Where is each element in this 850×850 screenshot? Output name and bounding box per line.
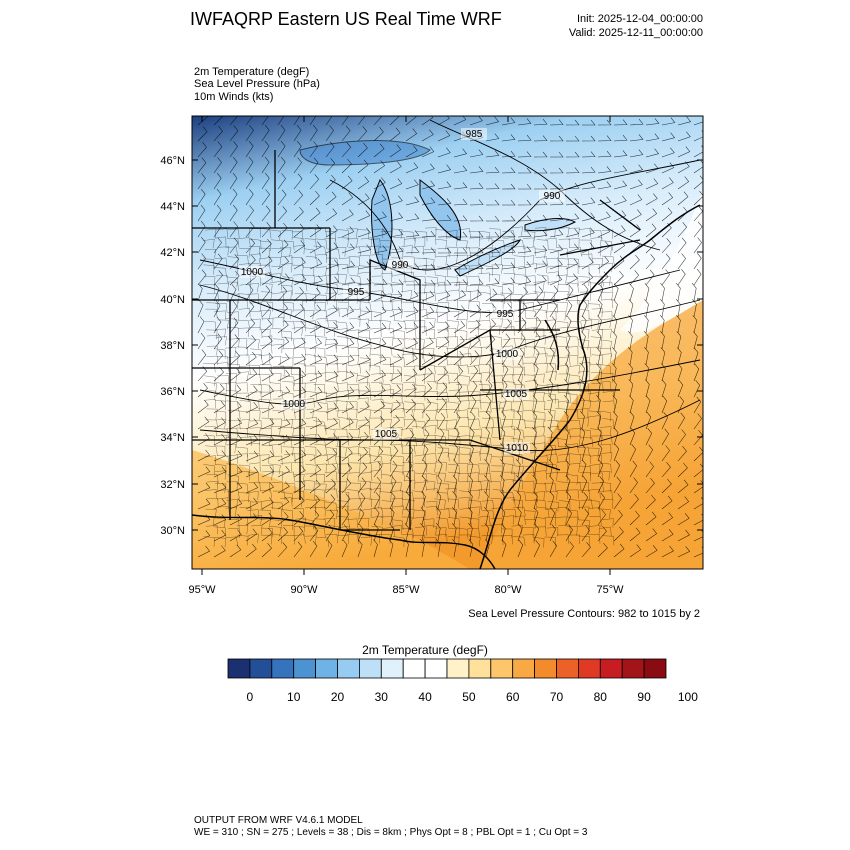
colorbar-swatch	[621, 658, 645, 679]
isobar-label: 1005	[505, 389, 528, 400]
isobar-label-box	[503, 388, 529, 400]
county-mesh-lines	[202, 226, 615, 548]
isobar-label-box	[504, 442, 530, 454]
colorbar-swatch	[578, 658, 601, 679]
latitude-axis: 46°N 44°N 42°N 40°N 38°N 36°N 34°N 32°N 30°N	[160, 155, 703, 537]
colorbar-swatch	[468, 658, 492, 679]
contour-note: Sea Level Pressure Contours: 982 to 1015…	[468, 608, 700, 620]
colorbar-swatch	[490, 658, 514, 679]
isobar-label: 1010	[506, 443, 529, 454]
lat-label: 32°N	[160, 479, 185, 491]
colorbar-swatch	[446, 658, 470, 679]
colorbar-swatch	[380, 658, 404, 679]
lon-label: 85°W	[392, 584, 420, 596]
isobar-label: 990	[392, 260, 409, 271]
lat-label: 46°N	[160, 155, 185, 167]
lon-label: 80°W	[494, 584, 522, 596]
footer-config-line: WE = 310 ; SN = 275 ; Levels = 38 ; Dis …	[194, 827, 588, 838]
map-panel: 985 990 990 995 995 1000 1000 1000 1005 1005 1010	[192, 116, 703, 569]
colorbar-tick: 100	[678, 690, 698, 704]
isobar-label: 990	[544, 191, 561, 202]
colorbar-tick: 10	[287, 690, 301, 704]
colorbar-tick: 0	[247, 690, 254, 704]
lake-michigan	[371, 178, 393, 271]
county-boundaries	[202, 226, 615, 548]
isobar-label-box	[539, 190, 565, 202]
lat-label: 38°N	[160, 340, 185, 352]
colorbar-tick: 50	[462, 690, 476, 704]
colorbar-swatch	[424, 658, 448, 679]
lat-label: 36°N	[160, 386, 185, 398]
colorbar-title: 2m Temperature (degF)	[362, 643, 488, 657]
isobar-label: 995	[497, 309, 514, 320]
field-pressure-label: Sea Level Pressure (hPa)	[194, 78, 320, 90]
colorbar-tick: 60	[506, 690, 520, 704]
lake-ontario	[524, 217, 577, 232]
colorbar-swatch	[534, 658, 557, 679]
lake-superior	[299, 140, 431, 166]
colorbar-tick: 40	[418, 690, 432, 704]
isobar-label-box	[387, 259, 413, 271]
longitude-axis: 95°W 90°W 85°W 80°W 75°W	[188, 116, 624, 596]
colorbar-swatch	[358, 658, 382, 679]
isobar-label-box	[343, 286, 369, 298]
field-temperature-label: 2m Temperature (degF)	[194, 66, 310, 78]
colorbar-tick: 90	[637, 690, 651, 704]
colorbar-swatch	[402, 658, 426, 679]
isobar-label-box	[494, 348, 520, 360]
colorbar	[227, 658, 667, 679]
colorbar-swatch	[249, 658, 273, 679]
coastline	[192, 204, 701, 569]
colorbar-tick-labels: 0 10 20 30 40 50 60 70 80 90 100	[247, 690, 699, 704]
init-time: Init: 2025-12-04_00:00:00	[577, 13, 703, 25]
valid-time: Valid: 2025-12-11_00:00:00	[568, 27, 703, 39]
isobar-label-box	[281, 398, 307, 410]
isobar-label: 1000	[496, 349, 519, 360]
colorbar-swatch	[556, 658, 579, 679]
colorbar-tick: 30	[375, 690, 389, 704]
colorbar-swatch	[293, 658, 317, 679]
neutral-coastal-area	[620, 190, 703, 333]
isobar-label-box	[461, 128, 487, 140]
lon-label: 75°W	[596, 584, 624, 596]
lon-label: 90°W	[290, 584, 318, 596]
lat-label: 44°N	[160, 201, 185, 213]
isobar-label: 1005	[375, 429, 398, 440]
lake-huron	[419, 178, 462, 241]
lat-label: 42°N	[160, 247, 185, 259]
lat-label: 40°N	[160, 294, 185, 306]
isobar-label-box	[373, 428, 399, 440]
isobar-label-box	[492, 308, 518, 320]
map-frame	[191, 115, 704, 570]
colorbar-swatch	[512, 658, 536, 679]
isobar-labels: 985 990 990 995 995 1000 1000 1000 1005 1005 1010	[239, 128, 565, 454]
lat-label: 34°N	[160, 432, 185, 444]
isobar-label: 985	[466, 129, 483, 140]
colorbar-swatch	[337, 658, 360, 679]
lon-label: 95°W	[188, 584, 216, 596]
colorbar-tick: 70	[550, 690, 564, 704]
colorbar-tick: 80	[594, 690, 608, 704]
field-winds-label: 10m Winds (kts)	[194, 91, 274, 103]
colorbar-swatch	[599, 658, 623, 679]
plot-title: IWFAQRP Eastern US Real Time WRF	[190, 9, 502, 29]
isobar-label: 995	[348, 287, 365, 298]
colorbar-swatch	[315, 658, 338, 679]
colorbar-swatch	[643, 658, 667, 679]
isobar-label: 1000	[241, 267, 264, 278]
lat-label: 30°N	[160, 525, 185, 537]
footer-model-line: OUTPUT FROM WRF V4.6.1 MODEL	[194, 815, 363, 826]
warm-gulf-area	[192, 450, 470, 569]
isobar-contours	[199, 119, 701, 452]
colorbar-swatch	[227, 658, 251, 679]
isobar-label: 1000	[283, 399, 306, 410]
colorbar-tick: 20	[331, 690, 345, 704]
colorbar-swatch	[271, 658, 295, 679]
isobar-label-box	[239, 266, 265, 278]
